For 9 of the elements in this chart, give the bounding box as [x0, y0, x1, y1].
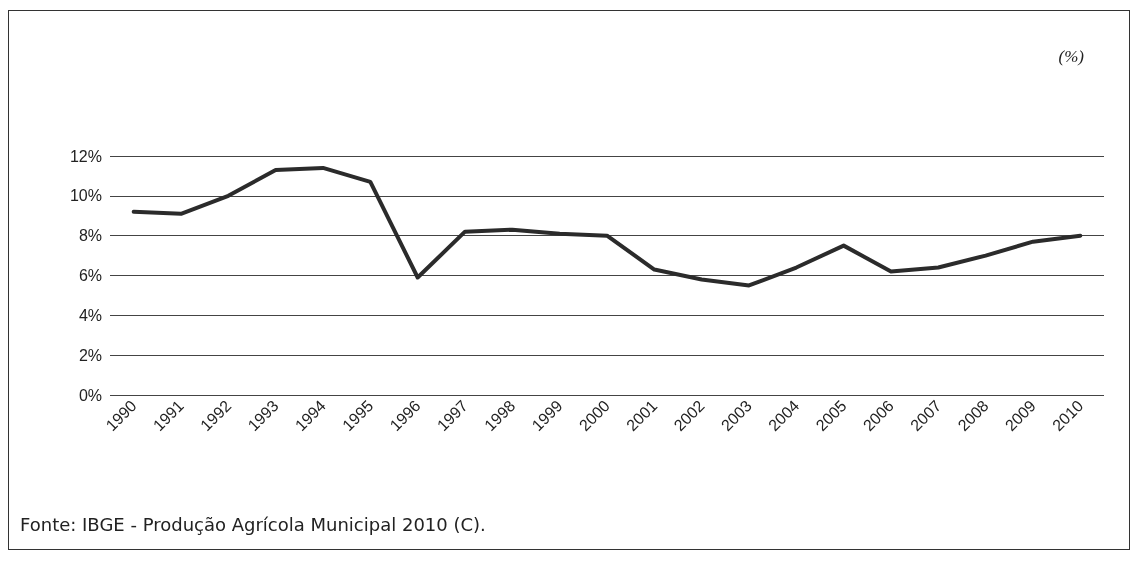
- y-tick-label: 10%: [69, 187, 102, 205]
- text: (%): [1058, 47, 1085, 66]
- y-tick-label: 2%: [78, 346, 102, 364]
- y-tick-label: 4%: [78, 306, 102, 324]
- y-tick-label: 8%: [78, 227, 102, 245]
- y-tick-label: 6%: [78, 267, 102, 284]
- y-tick-label: 12%: [69, 147, 102, 165]
- y-tick-label: 0%: [78, 386, 102, 404]
- source-note: Fonte: IBGE - Produção Agrícola Municipal 2010 (C).: [20, 513, 486, 535]
